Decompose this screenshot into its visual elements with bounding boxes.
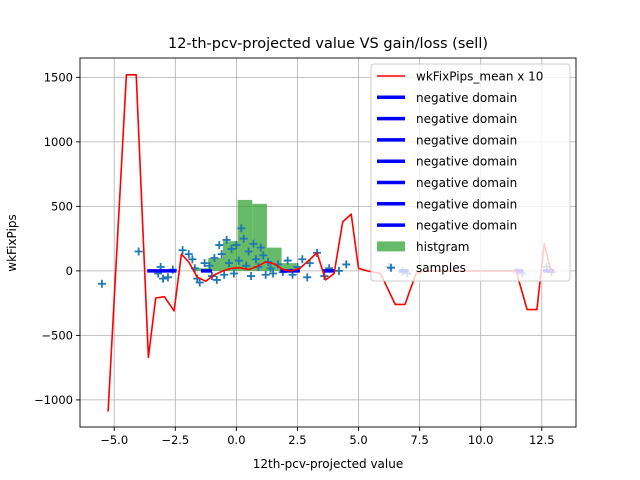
sample-point bbox=[239, 234, 248, 243]
sample-point bbox=[184, 250, 193, 259]
sample-point bbox=[249, 239, 258, 248]
mean-line-path bbox=[107, 74, 553, 412]
x-tick-label: 10.0 bbox=[468, 433, 494, 447]
legend-label: negative domain bbox=[416, 112, 517, 126]
sample-point bbox=[342, 260, 351, 269]
x-tick-label: 2.5 bbox=[288, 433, 306, 447]
x-tick-label: 7.5 bbox=[410, 433, 428, 447]
sample-point bbox=[298, 255, 307, 264]
sample-point bbox=[200, 259, 209, 268]
y-tick-label: 500 bbox=[51, 199, 73, 213]
legend-label: negative domain bbox=[416, 133, 517, 147]
sample-point bbox=[222, 235, 231, 244]
legend-label: negative domain bbox=[416, 155, 517, 169]
sample-point bbox=[251, 255, 260, 264]
legend-label: negative domain bbox=[416, 176, 517, 190]
histogram-bar bbox=[281, 263, 297, 271]
sample-point bbox=[244, 247, 253, 256]
sample-point bbox=[247, 272, 256, 281]
y-tick-label: 1500 bbox=[44, 70, 73, 84]
sample-point bbox=[227, 244, 236, 253]
sample-point bbox=[178, 246, 187, 255]
legend: wkFixPips_mean x 10 negative domain negati… bbox=[370, 63, 571, 282]
x-tick-label: 0.0 bbox=[227, 433, 245, 447]
legend-handle-histogram bbox=[377, 241, 405, 252]
legend-label: wkFixPips_mean x 10 bbox=[416, 70, 543, 84]
mean-line bbox=[107, 74, 553, 412]
chart-title: 12-th-pcv-projected value VS gain/loss (… bbox=[168, 36, 488, 52]
sample-point bbox=[256, 243, 265, 252]
sample-point bbox=[220, 270, 229, 279]
sample-point bbox=[259, 251, 268, 260]
legend-handle-samples bbox=[387, 263, 395, 272]
x-tick-label: −2.5 bbox=[161, 433, 189, 447]
y-axis-label: wkFixPips bbox=[5, 214, 19, 271]
legend-label: histgram bbox=[416, 240, 470, 254]
sample-point bbox=[217, 250, 226, 259]
sample-point bbox=[205, 261, 214, 270]
sample-point bbox=[195, 278, 204, 287]
y-tick-label: 1000 bbox=[44, 135, 73, 149]
sample-point bbox=[134, 247, 143, 256]
sample-point bbox=[212, 275, 221, 284]
sample-point bbox=[234, 256, 243, 265]
sample-point bbox=[237, 224, 246, 233]
y-tick-label: 0 bbox=[66, 264, 73, 278]
sample-point bbox=[210, 253, 219, 262]
x-tick-label: 5.0 bbox=[349, 433, 367, 447]
sample-point bbox=[232, 241, 241, 250]
y-tick-label: −500 bbox=[41, 328, 73, 342]
legend-label: negative domain bbox=[416, 197, 517, 211]
sample-point bbox=[215, 241, 224, 250]
sample-point bbox=[188, 255, 197, 264]
sample-point bbox=[159, 274, 168, 283]
y-tick-label: −1000 bbox=[34, 393, 73, 407]
sample-point bbox=[229, 269, 238, 278]
sample-point bbox=[283, 256, 292, 265]
sample-point bbox=[97, 279, 106, 288]
sample-point bbox=[261, 270, 270, 279]
histogram-bar bbox=[252, 203, 267, 271]
legend-box bbox=[370, 63, 571, 282]
histogram-bar bbox=[208, 257, 223, 271]
x-tick-label: 12.5 bbox=[529, 433, 555, 447]
sample-point bbox=[334, 266, 343, 275]
sample-point bbox=[269, 269, 278, 278]
x-tick-label: −5.0 bbox=[100, 433, 128, 447]
axes: −5.0 −2.5 0.0 2.5 5.0 7.5 10.0 12.5 −1000 −500 0 50… bbox=[34, 57, 577, 447]
sample-point bbox=[163, 273, 172, 282]
x-axis-label: 12th-pcv-projected value bbox=[253, 457, 403, 471]
sample-point bbox=[225, 259, 234, 268]
sample-point bbox=[266, 264, 275, 273]
sample-point bbox=[303, 273, 312, 282]
plot-frame bbox=[79, 57, 577, 428]
legend-label: negative domain bbox=[416, 91, 517, 105]
legend-label: negative domain bbox=[416, 219, 517, 233]
legend-label: samples bbox=[416, 261, 466, 275]
